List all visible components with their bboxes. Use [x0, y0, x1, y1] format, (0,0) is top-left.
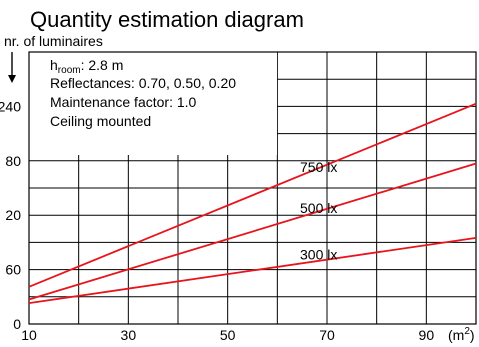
y-tick-label-3: 80 — [5, 153, 21, 169]
info-maintenance: Maintenance factor: 1.0 — [50, 94, 197, 110]
series-labels: 750 lx 500 lx 300 lx — [300, 159, 337, 263]
info-reflectances: Reflectances: 0.70, 0.50, 0.20 — [50, 75, 236, 91]
x-tick-label-4: 90 — [419, 327, 435, 343]
x-tick-label-2: 50 — [220, 327, 236, 343]
y-tick-label-1: 60 — [5, 262, 21, 278]
y-axis-arrow — [8, 52, 16, 83]
chart-title: Quantity estimation diagram — [30, 7, 304, 32]
y-tick-labels: 0 60 20 80 240 — [0, 98, 21, 332]
x-axis-unit: (m2) — [448, 326, 475, 343]
info-mounting: Ceiling mounted — [50, 113, 151, 129]
y-tick-label-4: 240 — [0, 98, 21, 114]
series-line-1 — [28, 162, 477, 301]
series-line-2 — [28, 236, 477, 305]
series-label-0: 750 lx — [300, 159, 337, 175]
y-tick-label-0: 0 — [13, 316, 21, 332]
series-label-1: 500 lx — [300, 200, 337, 216]
info-h-room: hroom: 2.8 m — [50, 57, 123, 76]
y-tick-label-2: 20 — [5, 207, 21, 223]
series-line-0 — [28, 102, 477, 288]
x-tick-label-3: 70 — [319, 327, 335, 343]
info-box — [29, 52, 277, 155]
x-tick-label-1: 30 — [121, 327, 137, 343]
series-lines — [28, 102, 477, 305]
y-axis-label: nr. of luminaires — [4, 33, 103, 49]
x-tick-label-0: 10 — [21, 327, 37, 343]
series-label-2: 300 lx — [300, 247, 337, 263]
x-tick-labels: 10 30 50 70 90 — [21, 327, 434, 343]
plot-frame — [28, 51, 477, 325]
